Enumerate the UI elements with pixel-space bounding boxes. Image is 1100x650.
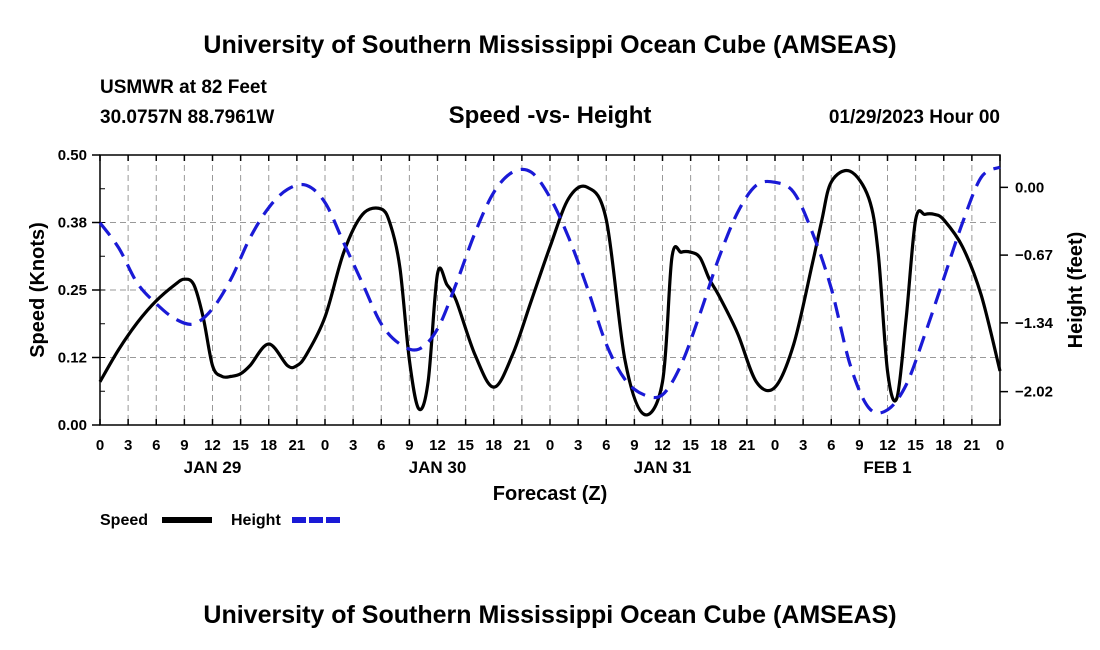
y2-axis-label: Height (feet) bbox=[1065, 232, 1087, 349]
series bbox=[98, 165, 1002, 417]
x-tick-label: 9 bbox=[405, 437, 413, 454]
date-label: JAN 30 bbox=[409, 458, 467, 477]
y-axis-label: Speed (Knots) bbox=[27, 222, 49, 358]
x-tick-label: 6 bbox=[152, 437, 160, 454]
x-tick-label: 0 bbox=[996, 437, 1004, 454]
x-tick-label: 15 bbox=[457, 437, 474, 454]
series-speed-line bbox=[98, 168, 1002, 417]
legend-speed-label: Speed bbox=[100, 512, 148, 529]
x-tick-label: 6 bbox=[602, 437, 610, 454]
y2-tick-label: −0.67 bbox=[1015, 247, 1053, 264]
x-tick-label: 9 bbox=[180, 437, 188, 454]
x-axis-label: Forecast (Z) bbox=[493, 483, 607, 505]
legend-height-label: Height bbox=[231, 512, 281, 529]
chart-subtitle: Speed -vs- Height bbox=[448, 102, 652, 129]
forecast-datetime: 01/29/2023 Hour 00 bbox=[828, 107, 1000, 128]
footer-title: University of Southern Mississippi Ocean… bbox=[203, 601, 897, 629]
x-tick-label: 0 bbox=[321, 437, 329, 454]
grid bbox=[100, 155, 1000, 425]
x-tick-label: 9 bbox=[630, 437, 638, 454]
chart-title: University of Southern Mississippi Ocean… bbox=[203, 31, 897, 59]
x-tick-label: 0 bbox=[546, 437, 554, 454]
x-tick-label: 18 bbox=[710, 437, 727, 454]
y-tick-label: 0.50 bbox=[58, 147, 87, 164]
x-tick-label: 21 bbox=[964, 437, 981, 454]
date-label: FEB 1 bbox=[863, 458, 911, 477]
x-tick-label: 9 bbox=[855, 437, 863, 454]
x-tick-label: 3 bbox=[124, 437, 132, 454]
coordinates-label: 30.0757N 88.7961W bbox=[100, 107, 275, 128]
date-label: JAN 29 bbox=[184, 458, 242, 477]
date-label: JAN 31 bbox=[634, 458, 692, 477]
x-tick-label: 6 bbox=[827, 437, 835, 454]
x-tick-label: 21 bbox=[289, 437, 306, 454]
x-tick-label: 0 bbox=[96, 437, 104, 454]
x-tick-label: 12 bbox=[879, 437, 896, 454]
x-tick-label: 12 bbox=[429, 437, 446, 454]
y-tick-label: 0.25 bbox=[58, 282, 87, 299]
x-tick-label: 12 bbox=[204, 437, 221, 454]
x-tick-label: 21 bbox=[514, 437, 531, 454]
y2-tick-label: −2.02 bbox=[1015, 384, 1053, 401]
y-tick-label: 0.12 bbox=[58, 350, 87, 367]
station-label: USMWR at 82 Feet bbox=[100, 77, 267, 98]
x-tick-label: 15 bbox=[232, 437, 249, 454]
x-tick-label: 3 bbox=[349, 437, 357, 454]
series-height-line bbox=[98, 165, 1001, 415]
x-tick-label: 15 bbox=[907, 437, 924, 454]
x-tick-label: 0 bbox=[771, 437, 779, 454]
axes: 0 3 6 9 12 15 18 21 0 3 6 9 12 15 18 21 0 3 6 9 12 15 18 21 0 3 6 9… bbox=[58, 147, 1054, 477]
x-tick-label: 3 bbox=[799, 437, 807, 454]
y2-tick-label: 0.00 bbox=[1015, 179, 1044, 196]
x-tick-label: 3 bbox=[574, 437, 582, 454]
y-tick-label: 0.38 bbox=[58, 215, 87, 232]
x-tick-label: 12 bbox=[654, 437, 671, 454]
x-tick-label: 6 bbox=[377, 437, 385, 454]
legend: Speed Height bbox=[100, 512, 342, 529]
x-tick-label: 21 bbox=[739, 437, 756, 454]
y2-tick-label: −1.34 bbox=[1015, 315, 1054, 332]
x-tick-label: 15 bbox=[682, 437, 699, 454]
x-tick-label: 18 bbox=[935, 437, 952, 454]
y-tick-label: 0.00 bbox=[58, 417, 87, 434]
x-tick-label: 18 bbox=[485, 437, 502, 454]
x-tick-label: 18 bbox=[260, 437, 277, 454]
